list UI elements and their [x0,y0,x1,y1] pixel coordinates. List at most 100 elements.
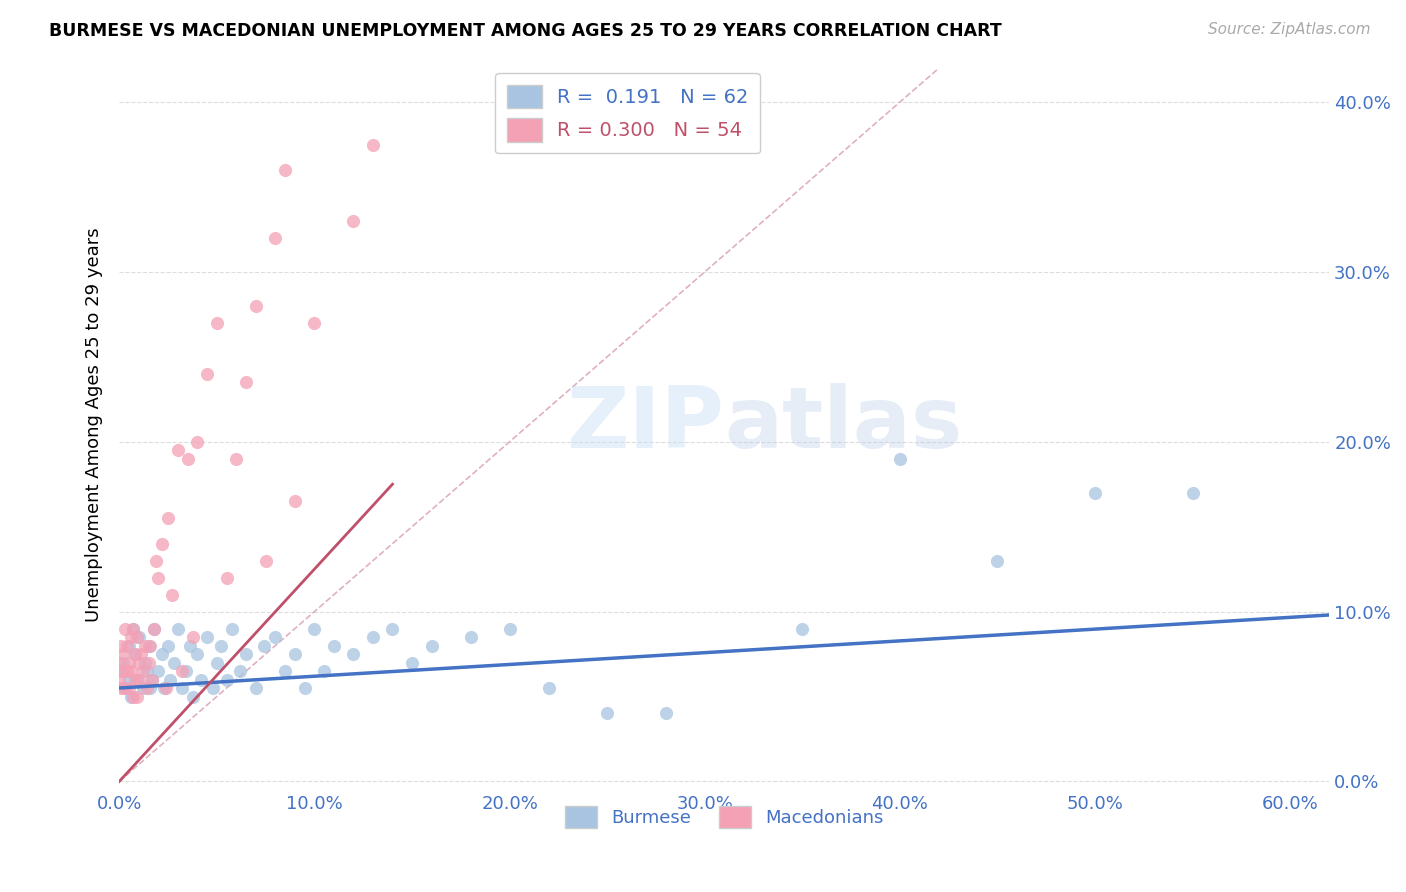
Point [264,231,287,245]
Point [179,639,201,653]
Point [129,647,152,661]
Point [225,451,247,466]
Point [135,681,157,695]
Point [148,664,170,678]
Point [139,639,162,653]
Point [183,630,205,644]
Point [143,622,166,636]
Point [114,681,136,695]
Point [122,690,145,704]
Point [186,647,208,661]
Point [254,554,277,568]
Point [118,681,141,695]
Point [120,664,142,678]
Point [159,673,181,687]
Point [284,494,307,508]
Point [110,681,132,695]
Point [124,647,146,661]
Point [215,571,238,585]
Point [153,681,176,695]
Point [163,656,186,670]
Point [342,214,364,228]
Point [274,664,297,678]
Point [221,622,243,636]
Point [1084,485,1107,500]
Point [138,639,160,653]
Point [110,639,132,653]
Point [148,571,170,585]
Point [253,639,276,653]
Point [118,673,141,687]
Point [229,664,252,678]
Point [125,673,148,687]
Point [361,137,384,152]
Point [118,656,141,670]
Point [135,664,157,678]
Point [209,639,232,653]
Point [166,443,188,458]
Point [323,639,346,653]
Text: BURMESE VS MACEDONIAN UNEMPLOYMENT AMONG AGES 25 TO 29 YEARS CORRELATION CHART: BURMESE VS MACEDONIAN UNEMPLOYMENT AMONG… [49,22,1002,40]
Point [139,681,162,695]
Point [654,706,676,721]
Point [381,622,404,636]
Point [128,630,150,644]
Point [215,673,238,687]
Point [108,656,131,670]
Point [118,639,141,653]
Point [537,681,560,695]
Point [115,639,138,653]
Point [122,622,145,636]
Point [170,681,193,695]
Point [195,630,218,644]
Point [124,647,146,661]
Point [114,681,136,695]
Point [150,647,173,661]
Point [131,664,153,678]
Point [342,647,364,661]
Point [245,681,267,695]
Point [460,630,482,644]
Point [498,622,520,636]
Text: Source: ZipAtlas.com: Source: ZipAtlas.com [1208,22,1371,37]
Point [160,588,183,602]
Text: ZIP: ZIP [567,384,724,467]
Point [205,656,228,670]
Point [112,664,135,678]
Point [304,622,326,636]
Point [294,681,316,695]
Point [401,656,423,670]
Point [143,622,166,636]
Point [201,681,224,695]
Point [274,163,297,178]
Point [205,316,228,330]
Point [141,673,163,687]
Point [112,647,135,661]
Point [125,690,148,704]
Point [235,647,257,661]
Point [108,673,131,687]
Point [134,639,156,653]
Point [131,681,153,695]
Point [235,376,257,390]
Legend: Burmese, Macedonians: Burmese, Macedonians [557,799,891,836]
Point [157,511,180,525]
Point [138,656,160,670]
Point [124,673,146,687]
Point [114,622,136,636]
Point [141,673,163,687]
Text: atlas: atlas [724,384,963,467]
Point [186,434,208,449]
Point [314,664,336,678]
Point [174,664,197,678]
Point [157,639,180,653]
Point [792,622,814,636]
Point [128,673,150,687]
Point [125,630,148,644]
Point [108,664,131,678]
Point [120,690,142,704]
Point [420,639,443,653]
Point [889,451,911,466]
Point [284,647,307,661]
Point [986,554,1008,568]
